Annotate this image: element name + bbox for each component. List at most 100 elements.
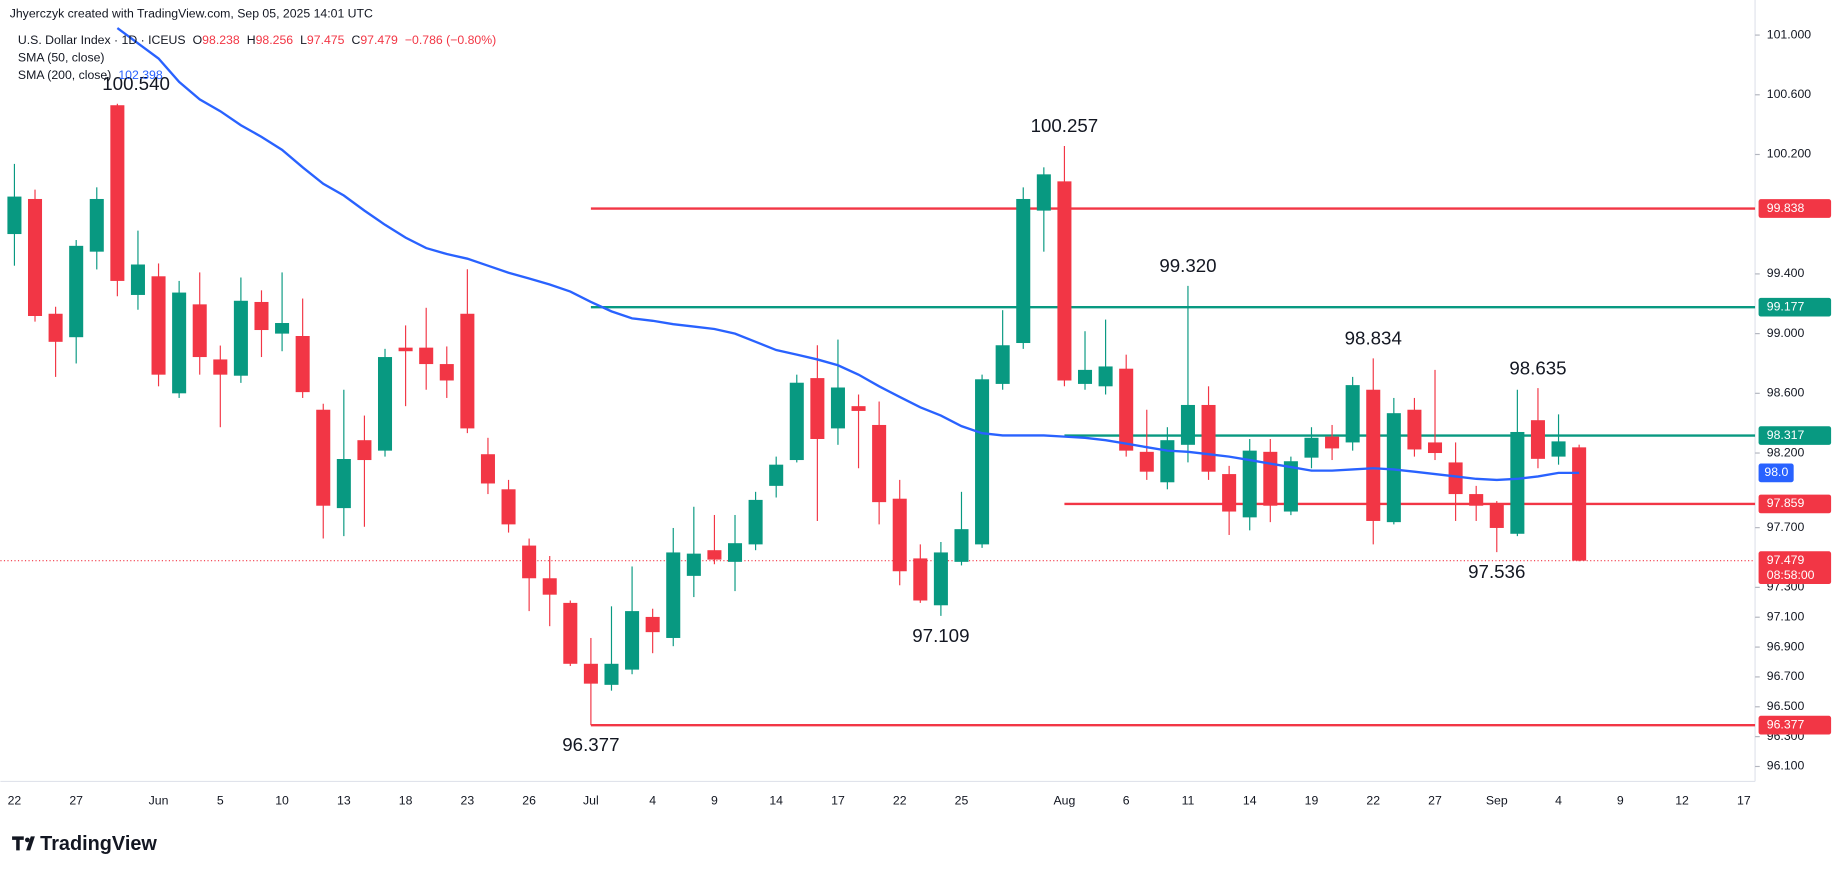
candle-body [872,424,887,503]
change: −0.786 (−0.80%) [405,33,496,47]
candle-body [1160,440,1175,483]
candle-body [501,489,516,525]
y-tick-label: 100.200 [1767,147,1812,161]
y-tick-label: 100.600 [1767,87,1812,101]
candle-body [254,301,269,331]
candle-body [1407,409,1422,450]
symbol: U.S. Dollar Index · 1D · ICEUS [18,33,186,47]
candle-body [398,347,413,352]
annotation: 96.377 [562,734,619,755]
candle-body [1427,442,1443,454]
ohlc-key: C [351,33,360,47]
indicator-value: 102.398 [118,68,163,82]
x-tick-label: 25 [955,794,969,808]
candle-body [48,313,63,342]
y-tick-label: 96.900 [1767,639,1805,653]
candle-body [419,347,434,365]
candle-body [1201,404,1216,472]
x-tick-label: 27 [1428,794,1442,808]
candle-body [7,196,22,235]
ohlc-value: 98.256 [256,33,294,47]
candle-body [110,105,125,281]
x-tick-label: 22 [8,794,22,808]
ohlc-key: L [300,33,307,47]
candle-body [27,198,43,316]
candle-body [1180,404,1195,445]
candle-body [933,552,948,606]
x-tick-label: 17 [831,794,845,808]
ohlc-value: 97.475 [307,33,345,47]
candle-body [542,578,557,595]
candle-body [213,359,228,375]
candle-body [275,323,290,334]
annotation: 99.320 [1159,255,1216,276]
x-tick-label: 6 [1123,794,1130,808]
symbol-line: U.S. Dollar Index · 1D · ICEUS O98.238 H98… [18,33,496,47]
annotation: 97.536 [1468,561,1525,582]
x-tick-label: 13 [337,794,351,808]
annotation: 97.109 [912,625,969,646]
x-tick-label: 5 [217,794,224,808]
annotation: 100.540 [102,73,170,94]
candle-body [583,663,598,684]
x-tick-label: 22 [893,794,907,808]
y-tick-label: 96.700 [1767,669,1805,683]
x-tick-label: 9 [711,794,718,808]
candle-body [1139,451,1154,472]
candle-body [1345,385,1360,443]
annotation: 98.635 [1509,357,1566,378]
x-tick-label: 9 [1617,794,1624,808]
candle-body [1510,431,1525,534]
level-badge [1758,494,1832,514]
candle-body [686,553,701,576]
candle-body [604,663,619,685]
candle-body [892,498,907,572]
candle-body [1386,413,1401,523]
y-tick-label: 99.000 [1767,326,1805,340]
candle-body [1551,441,1566,457]
candle-body [1016,198,1031,344]
ohlc-value: 97.479 [360,33,398,47]
candle-body [172,292,187,394]
indicator-legend: SMA (200, close) 102.398 [18,68,163,82]
level-label: 99.838 [1767,201,1805,215]
candle-body [1077,369,1093,384]
candle-body [130,264,145,295]
level-badge [1758,199,1832,218]
credit: Jhyerczyk created with TradingView.com, … [10,6,373,20]
sma-line [116,27,1580,482]
candle-body [1242,450,1257,518]
y-tick-label: 97.100 [1767,609,1805,623]
y-tick-label: 98.600 [1767,386,1805,400]
candle-body [69,245,84,338]
candle-body [954,529,969,562]
annotation: 100.257 [1031,115,1099,136]
candle-body [1263,451,1278,506]
candle-body [1222,474,1237,512]
candle-body [975,379,990,545]
candle-body [810,378,825,439]
candle-body [1366,389,1381,521]
x-tick-label: 23 [461,794,475,808]
x-tick-label: 17 [1737,794,1751,808]
x-tick-label: 22 [1366,794,1380,808]
x-tick-label: 26 [522,794,536,808]
indicator-legend: SMA (50, close) [18,51,105,65]
x-tick-label: 27 [69,794,83,808]
ohlc-value: 98.238 [202,33,240,47]
level-label: 98.317 [1767,428,1805,442]
candle-body [1572,447,1587,561]
candle-body [1469,494,1484,506]
last-price-label: 97.479 [1767,553,1805,567]
candle-body [666,552,681,638]
x-tick-label: Jul [583,794,599,808]
last-price-badge [1758,551,1832,585]
candle-body [727,543,743,562]
x-tick-label: 4 [649,794,656,808]
candle-body [316,409,331,506]
x-tick-label: 12 [1675,794,1689,808]
level-badge [1758,426,1832,445]
